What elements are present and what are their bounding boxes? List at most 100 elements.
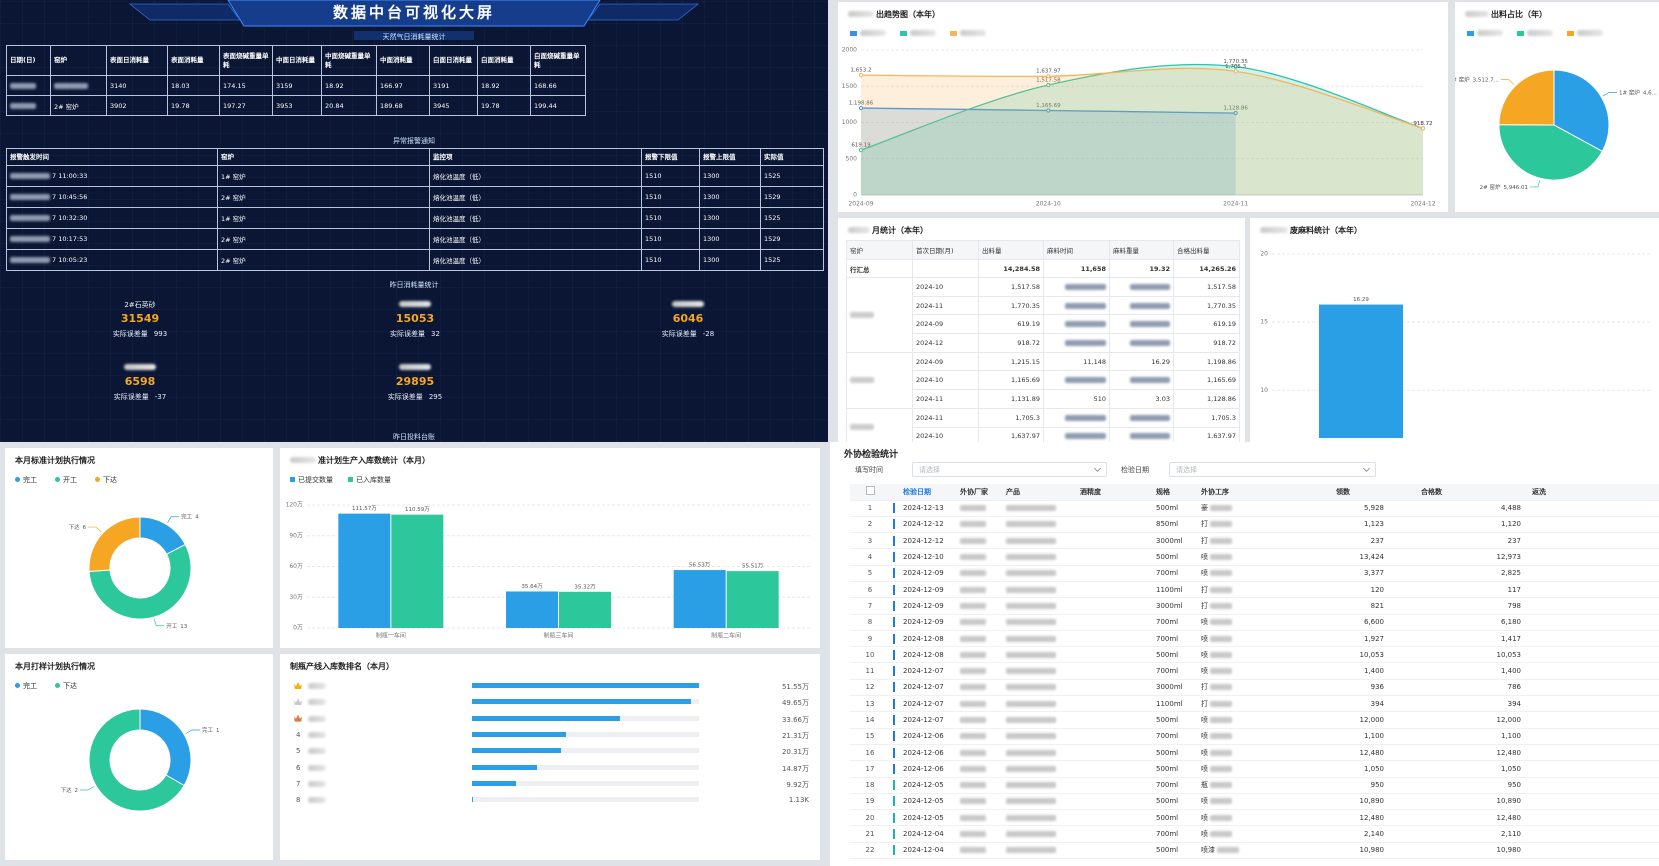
table-cell: 2024-12-07	[900, 662, 957, 680]
table-cell: 3953	[272, 95, 322, 116]
table-cell: 500ml	[1153, 500, 1198, 517]
table-cell	[1003, 711, 1077, 729]
table-cell	[1529, 825, 1659, 843]
table-cell	[1077, 614, 1153, 631]
header-cell: 产品	[1003, 484, 1077, 501]
chart-title: 本月打样计划执行情况	[15, 662, 95, 671]
blurred-text	[1006, 717, 1056, 723]
table-cell: 2024-12-06	[900, 760, 957, 778]
legend-swatch	[1467, 31, 1474, 36]
data-label: 111.57万	[352, 505, 377, 512]
blurred-text	[10, 215, 50, 221]
track	[472, 797, 699, 803]
table-cell	[890, 597, 900, 615]
slice-value: 3,512.7...	[1473, 77, 1499, 83]
table-row: 13 2024-12-07 1100ml 打 394 394	[850, 695, 1659, 713]
table-row: 日期(日) 窑炉 表面日消耗量 表面消耗量 表面烧碱重量单耗 中面日消耗量 中面烧碱重量单耗…	[6, 45, 586, 76]
blurred-text	[850, 377, 874, 384]
cell-text: 1300	[703, 193, 720, 201]
header-cell: 窑炉	[846, 240, 913, 260]
table-cell: 174.15	[219, 75, 273, 96]
table-cell: 237	[1418, 532, 1529, 550]
table-cell: 5,928	[1333, 500, 1418, 517]
table-cell	[890, 614, 900, 631]
cell-text: 熔化池温度（低）	[433, 173, 485, 181]
table-row: 5 2024-12-09 700ml 喷 3,377 2,825	[850, 565, 1659, 582]
placeholder: 请选择	[1176, 466, 1197, 474]
table-row: 2024-10 1,165.69 1,165.69	[847, 370, 1240, 391]
table-cell	[1077, 548, 1153, 566]
table-cell: 2024-12-05	[900, 809, 957, 827]
slice	[88, 708, 185, 812]
blurred-text	[1210, 602, 1232, 609]
cell-text: 1510	[645, 193, 662, 201]
header-cell: 麻料时间	[1043, 240, 1110, 260]
filter-select[interactable]: 请选择	[912, 462, 1107, 477]
bar	[726, 571, 779, 628]
blurred-text	[399, 364, 431, 370]
line	[860, 67, 1424, 130]
table-cell: 1,927	[1333, 630, 1418, 648]
blurred-text	[910, 30, 936, 36]
blurred-text	[1006, 619, 1056, 626]
cell-text: 1510	[645, 256, 662, 264]
table-cell: 6,600	[1333, 614, 1418, 631]
blurred-text	[1006, 733, 1056, 740]
table-cell: 2024-12-09	[900, 565, 957, 582]
table-cell: 19.32	[1109, 259, 1174, 278]
blurred-text	[1210, 717, 1232, 723]
cell-text: 7 10:45:56	[52, 193, 88, 201]
table-cell: 1529	[760, 228, 824, 250]
slice-label: 2# 窑炉 5,946.01	[1480, 182, 1528, 190]
table-cell	[1003, 777, 1077, 794]
rank-number: 5	[296, 747, 301, 756]
item-diff: 实际误差量 -28	[638, 329, 738, 339]
slice-value: 4,6...	[1643, 90, 1657, 96]
table-cell: 500ml	[1153, 646, 1198, 664]
checkbox[interactable]	[865, 486, 875, 496]
point	[858, 148, 864, 153]
process-text: 喷	[1201, 813, 1208, 822]
blurred-text	[960, 717, 986, 723]
data-label: 1,653.2	[851, 68, 872, 74]
table-cell: 1,400	[1418, 662, 1529, 680]
header-cell: 窑炉	[217, 148, 430, 166]
track	[472, 780, 699, 786]
blurred-text	[1006, 602, 1056, 609]
diff-label: 实际误差量	[113, 393, 149, 401]
data-label: 1,705.3	[1225, 64, 1246, 70]
blurred-text	[1006, 521, 1056, 528]
blurred-text	[1006, 749, 1056, 756]
filter-select[interactable]: 请选择	[1169, 462, 1376, 477]
table-cell: 10,053	[1333, 646, 1418, 664]
table-cell	[1109, 407, 1174, 428]
chart-title: 出料占比（年）	[1491, 10, 1547, 19]
item-name: 2#石英砂	[124, 301, 156, 309]
table-row: 2# 窑炉 3902 19.78 197.27 3953 20.84 189.68 3945 1…	[6, 95, 586, 116]
chart: 完工 4 开工 13 下达 6	[69, 512, 200, 629]
table-cell: 1,165.69	[1173, 370, 1240, 391]
table-cell: 2# 窑炉	[217, 249, 430, 271]
table-cell: 700ml	[1153, 777, 1198, 794]
leader-line	[1529, 180, 1541, 188]
cell-text: 1529	[764, 193, 781, 201]
table-cell	[1529, 842, 1659, 860]
header-cell[interactable]: 检验日期	[900, 484, 957, 501]
table-cell: 打	[1198, 581, 1333, 599]
table-row: 3140 18.03 174.15 3159 18.92 166.97 3191 18.92 1…	[6, 75, 586, 96]
data-label: 619.19	[851, 143, 871, 149]
table-cell	[890, 662, 900, 680]
table-cell	[1003, 842, 1077, 860]
table-row: 7 10:17:53 2# 窑炉 熔化池温度（低） 1510 1300 1529	[6, 228, 824, 250]
filter-label: 检验日期	[1121, 466, 1149, 474]
y-tick-label: 20	[1260, 251, 1268, 258]
table-cell: 199.44	[530, 95, 586, 116]
table-cell: 2024-12-05	[900, 793, 957, 811]
table-cell	[1043, 426, 1110, 442]
item-value: 6046	[672, 312, 704, 325]
leader-line	[185, 729, 200, 734]
table-cell: 936	[1333, 679, 1418, 697]
chart-panel: 出料占比（年） 1# 窑炉4,6... 2# 窑炉5,946.01 3# 窑炉3,51…	[1455, 2, 1659, 212]
cell-text: 1525	[764, 172, 781, 180]
point	[1233, 111, 1238, 116]
